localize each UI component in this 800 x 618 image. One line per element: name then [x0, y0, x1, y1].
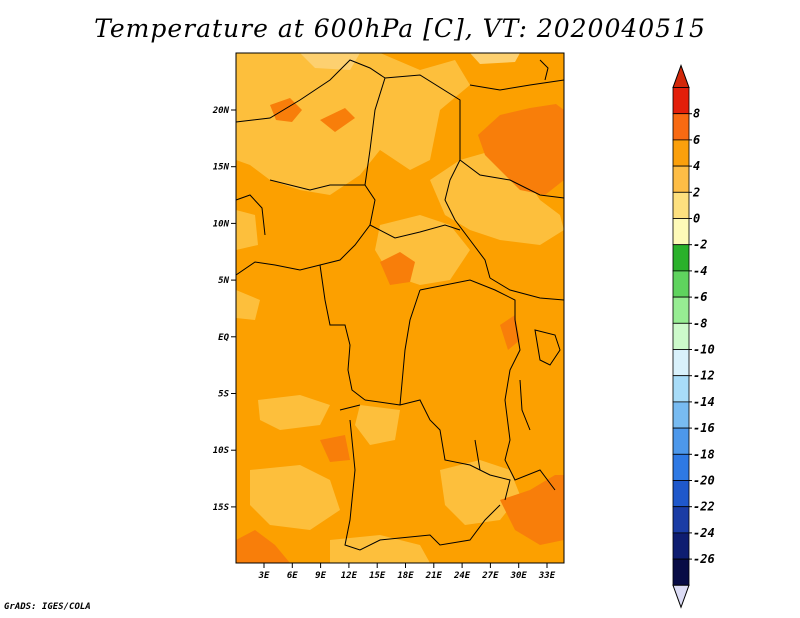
- lon-tick-label: 3E: [258, 571, 270, 581]
- colorbar-label: 0: [693, 212, 700, 226]
- colorbar-swatch: [672, 375, 690, 403]
- lon-tick-label: 24E: [453, 571, 471, 581]
- lon-tick-label: 9E: [315, 571, 326, 581]
- lat-tick-label: EQ: [218, 333, 229, 343]
- map-frame: [235, 52, 565, 564]
- lon-tick-label: 12E: [341, 571, 358, 581]
- country-borders: [235, 59, 565, 551]
- colorbar-swatch: [672, 427, 690, 455]
- chart-title: Temperature at 600hPa [C], VT: 202004051…: [94, 14, 706, 43]
- lat-tick-label: 10N: [213, 219, 230, 229]
- lon-tick-label: 30E: [510, 571, 528, 581]
- temperature-warm-regions: [236, 98, 564, 563]
- latitude-axis: 20N 15N 10N 5N EQ 5S 10S 15S: [212, 106, 236, 513]
- lon-tick-label: 27E: [481, 571, 499, 581]
- colorbar-swatch: [672, 113, 690, 141]
- lon-tick-label: 18E: [397, 571, 414, 581]
- colorbar-swatch: [672, 270, 690, 298]
- colorbar-swatch: [672, 244, 690, 272]
- colorbar-label: -2: [693, 238, 707, 252]
- lat-tick-label: 10S: [213, 446, 230, 456]
- colorbar-label: -20: [693, 474, 715, 488]
- colorbar-label: -8: [693, 316, 707, 330]
- colorbar-label: 8: [693, 107, 700, 121]
- colorbar-swatch: [672, 401, 690, 429]
- colorbar-label: -10: [693, 343, 715, 357]
- colorbar-swatch: [672, 453, 690, 481]
- lat-tick-label: 15N: [213, 163, 230, 173]
- colorbar-label: 4: [693, 159, 700, 173]
- colorbar-label: -4: [693, 264, 707, 278]
- colorbar-label: -26: [693, 552, 715, 566]
- colorbar-swatch: [672, 191, 690, 219]
- colorbar-label: -16: [693, 421, 715, 435]
- colorbar-label: -14: [693, 395, 715, 409]
- colorbar-label: -6: [693, 290, 707, 304]
- colorbar-swatch: [672, 87, 690, 115]
- colorbar-swatch: [672, 218, 690, 246]
- lat-tick-label: 15S: [213, 503, 230, 513]
- colorbar-label: -22: [693, 500, 715, 514]
- colorbar-label: -24: [693, 526, 715, 540]
- lat-tick-label: 5N: [218, 276, 229, 286]
- colorbar-swatch: [672, 322, 690, 350]
- lat-tick-label: 5S: [218, 390, 229, 400]
- colorbar-top-arrow: [672, 64, 690, 88]
- colorbar: 8 6 4 2 0 -2 -4 -6 -8 -10 -12 -14 -16 -18 -20 -22 -24 -26: [672, 64, 715, 609]
- colorbar-swatch: [672, 165, 690, 193]
- colorbar-label: -12: [693, 369, 715, 383]
- colorbar-label: 2: [692, 185, 700, 199]
- lon-tick-label: 21E: [425, 571, 443, 581]
- colorbar-label: 6: [693, 133, 700, 147]
- temperature-lighter-regions: [300, 53, 520, 70]
- colorbar-swatch: [672, 506, 690, 534]
- colorbar-swatch: [672, 296, 690, 324]
- lat-tick-label: 20N: [212, 106, 230, 116]
- grads-credit: GrADS: IGES/COLA: [4, 602, 91, 612]
- colorbar-swatch: [672, 532, 690, 560]
- colorbar-swatch: [672, 349, 690, 377]
- lon-tick-label: 6E: [287, 571, 298, 581]
- colorbar-swatch: [672, 480, 690, 508]
- colorbar-bottom-arrow: [672, 584, 690, 609]
- colorbar-label: -18: [693, 447, 715, 461]
- lon-tick-label: 33E: [538, 571, 556, 581]
- lon-tick-label: 15E: [369, 571, 386, 581]
- longitude-axis: 3E 6E 9E 12E 15E 18E 21E 24E 27E 30E 33E: [258, 563, 556, 581]
- colorbar-swatch: [672, 139, 690, 167]
- colorbar-swatch: [672, 558, 690, 586]
